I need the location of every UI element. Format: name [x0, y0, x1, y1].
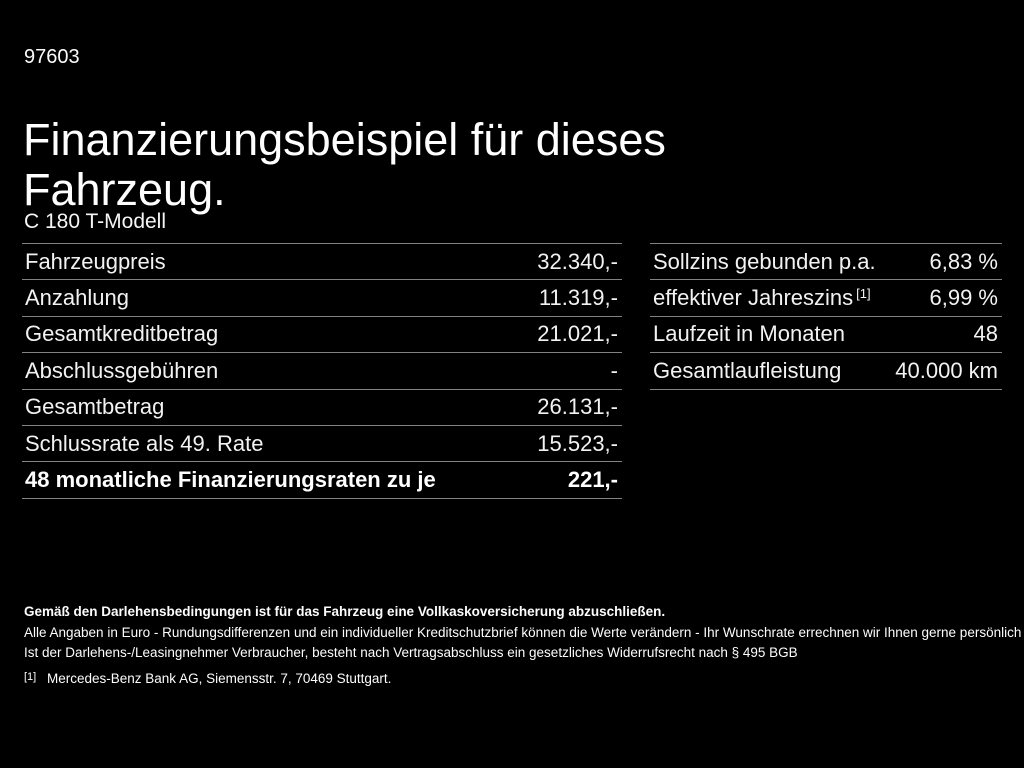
- row-value: 11.319,-: [538, 285, 618, 311]
- row-value: 6,83 %: [929, 248, 999, 274]
- row-label: Gesamtbetrag: [25, 394, 165, 420]
- row-label: Fahrzeugpreis: [25, 248, 166, 274]
- legal-insurance-note: Gemäß den Darlehensbedingungen ist für d…: [24, 604, 666, 619]
- row-label: Sollzins gebunden p.a.: [653, 248, 876, 274]
- row-label: Anzahlung: [25, 285, 129, 311]
- legal-withdrawal-note: Ist der Darlehens-/Leasingnehmer Verbrau…: [24, 645, 798, 660]
- finance-row: Fahrzeugpreis 32.340,-: [22, 244, 622, 281]
- row-label: Gesamtkreditbetrag: [25, 321, 219, 347]
- legal-notes: Gemäß den Darlehensbedingungen ist für d…: [24, 603, 1021, 689]
- finance-row: Gesamtlaufleistung 40.000 km: [650, 353, 1002, 390]
- finance-row: Schlussrate als 49. Rate 15.523,-: [22, 426, 622, 463]
- vehicle-model-label: C 180 T-Modell: [24, 210, 167, 233]
- footnote: [1] Mercedes-Benz Bank AG, Siemensstr. 7…: [24, 670, 1021, 689]
- row-value: 221,-: [567, 467, 618, 493]
- row-label: 48 monatliche Finanzierungsraten zu je: [25, 467, 436, 493]
- footnote-text: Mercedes-Benz Bank AG, Siemensstr. 7, 70…: [47, 671, 392, 686]
- row-value: 21.021,-: [537, 321, 618, 347]
- footnote-reference-marker: [1]: [856, 286, 871, 302]
- finance-row: Laufzeit in Monaten 48: [650, 317, 1002, 354]
- legal-disclaimer-line: Alle Angaben in Euro - Rundungsdifferenz…: [24, 625, 1022, 640]
- row-label: Gesamtlaufleistung: [653, 357, 842, 383]
- row-label: Abschlussgebühren: [25, 357, 219, 383]
- finance-row: effektiver Jahreszins [1] 6,99 %: [650, 280, 1002, 317]
- page-title: Finanzierungsbeispiel für dieses Fahrzeu…: [23, 114, 666, 216]
- row-label: Laufzeit in Monaten: [653, 321, 846, 347]
- finance-row: Gesamtbetrag 26.131,-: [22, 390, 622, 426]
- finance-row: Sollzins gebunden p.a. 6,83 %: [650, 244, 1002, 281]
- footnote-marker: [1]: [24, 671, 37, 683]
- row-value: 40.000 km: [895, 357, 998, 383]
- finance-row: Gesamtkreditbetrag 21.021,-: [22, 317, 622, 354]
- row-value: 15.523,-: [537, 430, 618, 456]
- row-value: 48: [973, 321, 998, 347]
- row-value: 26.131,-: [537, 394, 618, 420]
- row-value: 32.340,-: [537, 248, 618, 274]
- finance-row: Anzahlung 11.319,-: [22, 280, 622, 317]
- financing-table-left: Fahrzeugpreis 32.340,- Anzahlung 11.319,- Ge…: [22, 243, 622, 499]
- row-label: effektiver Jahreszins [1]: [653, 285, 871, 311]
- finance-row: 48 monatliche Finanzierungsraten zu je 22…: [22, 462, 622, 499]
- row-value: -: [610, 357, 618, 383]
- financing-table-right: Sollzins gebunden p.a. 6,83 % effektiver J…: [650, 243, 1002, 390]
- row-value: 6,99 %: [929, 285, 999, 311]
- finance-row: Abschlussgebühren -: [22, 353, 622, 390]
- document-number: 97603: [24, 46, 80, 68]
- row-label: Schlussrate als 49. Rate: [25, 430, 264, 456]
